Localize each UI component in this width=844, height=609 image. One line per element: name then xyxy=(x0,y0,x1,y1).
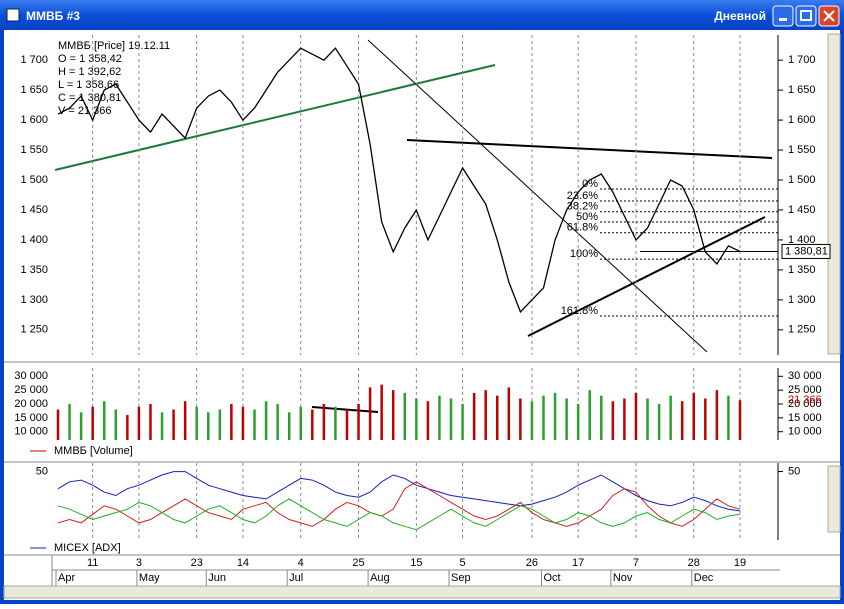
x-tick-label: 4 xyxy=(298,557,304,569)
y-tick-label: 1 550 xyxy=(788,144,816,156)
month-label: Jul xyxy=(289,572,303,584)
plots: ММВБ [Price] 19.12.11O = 1 358,42H = 1 3… xyxy=(14,35,831,586)
y-tick-label: 1 400 xyxy=(788,234,816,246)
x-tick-label: 23 xyxy=(191,557,203,569)
x-tick-label: 25 xyxy=(352,557,364,569)
current-box xyxy=(781,243,831,259)
info-line: C = 1 380,81 xyxy=(58,92,121,104)
info-line: O = 1 358,42 xyxy=(58,53,122,65)
y-tick-label: 1 550 xyxy=(20,144,48,156)
y-tick-label: 25 000 xyxy=(14,384,48,396)
x-tick-label: 17 xyxy=(572,557,584,569)
trend-lines xyxy=(54,64,773,413)
month-label: Nov xyxy=(613,572,633,584)
y-tick-label: 1 600 xyxy=(788,114,816,126)
adx-line xyxy=(57,481,741,527)
y-tick-label: 50 xyxy=(788,465,800,477)
info-line: V = 21 366 xyxy=(58,105,112,117)
current-label: 1 380,81 xyxy=(785,245,828,257)
x-tick-label: 15 xyxy=(410,557,422,569)
x-tick-label: 3 xyxy=(136,557,142,569)
y-tick-label: 30 000 xyxy=(788,370,822,382)
y-tick-label: 10 000 xyxy=(14,426,48,438)
fib-label: 50% xyxy=(576,211,598,223)
fib-label: 0% xyxy=(582,178,598,190)
y-tick-label: 1 450 xyxy=(20,204,48,216)
month-label: Dec xyxy=(694,572,714,584)
minimize-icon xyxy=(779,18,787,21)
y-tick-label: 1 400 xyxy=(20,234,48,246)
x-tick-label: 26 xyxy=(526,557,538,569)
y-tick-label: 30 000 xyxy=(14,370,48,382)
scrollbar[interactable] xyxy=(827,33,841,355)
legend-label: MICEX [ADX] xyxy=(54,542,121,554)
x-tick-label: 28 xyxy=(688,557,700,569)
fib-label: 161.8% xyxy=(561,305,599,317)
y-tick-label: 1 350 xyxy=(20,264,48,276)
interval: Дневной xyxy=(714,9,766,23)
y-tick-label: 1 450 xyxy=(788,204,816,216)
y-tick-label: 1 700 xyxy=(20,54,48,66)
x-tick-label: 11 xyxy=(87,557,98,569)
y-tick-label: 20 000 xyxy=(788,398,822,410)
title-bar xyxy=(0,0,844,30)
info-line: H = 1 392,62 xyxy=(58,66,121,78)
month-label: Oct xyxy=(543,572,560,584)
adx-line xyxy=(57,498,741,531)
y-tick-label: 1 300 xyxy=(20,294,48,306)
y-tick-label: 50 xyxy=(36,465,48,477)
chart-area xyxy=(4,30,840,600)
y-tick-label: 1 250 xyxy=(20,324,48,336)
y-tick-label: 1 600 xyxy=(20,114,48,126)
fib-label: 100% xyxy=(570,248,598,260)
x-tick-label: 19 xyxy=(734,557,746,569)
x-tick-label: 14 xyxy=(237,557,249,569)
fib-label: 38.2% xyxy=(567,201,598,213)
month-label: Sep xyxy=(451,572,471,584)
month-label: Aug xyxy=(370,572,390,584)
minimize-button[interactable] xyxy=(772,5,794,27)
month-label: May xyxy=(139,572,160,584)
maximize-icon xyxy=(800,10,812,21)
channel-line xyxy=(367,39,708,353)
x-tick-label: 7 xyxy=(633,557,639,569)
adx-line xyxy=(57,471,741,512)
y-tick-label: 10 000 xyxy=(788,426,822,438)
y-tick-label: 1 500 xyxy=(788,174,816,186)
app-icon xyxy=(6,8,20,22)
y-tick-label: 1 650 xyxy=(20,84,48,96)
window-title: ММВБ #3 xyxy=(26,9,80,23)
legend-label: ММВБ [Volume] xyxy=(54,445,133,457)
close-icon xyxy=(823,10,835,22)
y-tick-label: 20 000 xyxy=(14,398,48,410)
scrollbars xyxy=(3,33,841,599)
y-tick-label: 1 500 xyxy=(20,174,48,186)
y-tick-label: 1 650 xyxy=(788,84,816,96)
current-label: 21 366 xyxy=(788,394,822,406)
y-tick-label: 25 000 xyxy=(788,384,822,396)
y-tick-label: 1 300 xyxy=(788,294,816,306)
scrollbar[interactable] xyxy=(3,585,841,599)
y-tick-label: 1 250 xyxy=(788,324,816,336)
y-tick-label: 15 000 xyxy=(788,412,822,424)
month-label: Apr xyxy=(58,572,75,584)
maximize-button[interactable] xyxy=(795,5,817,27)
y-tick-label: 1 700 xyxy=(788,54,816,66)
info-line: ММВБ [Price] 19.12.11 xyxy=(58,40,170,52)
y-tick-label: 1 350 xyxy=(788,264,816,276)
panel-borders xyxy=(4,361,840,586)
fib-label: 61.8% xyxy=(567,222,598,234)
x-tick-label: 5 xyxy=(460,557,466,569)
info-line: L = 1 358,66 xyxy=(58,79,119,91)
scrollbar[interactable] xyxy=(827,465,841,533)
month-label: Jun xyxy=(208,572,226,584)
price-line xyxy=(57,47,741,314)
y-tick-label: 15 000 xyxy=(14,412,48,424)
fib-label: 23.6% xyxy=(567,190,598,202)
